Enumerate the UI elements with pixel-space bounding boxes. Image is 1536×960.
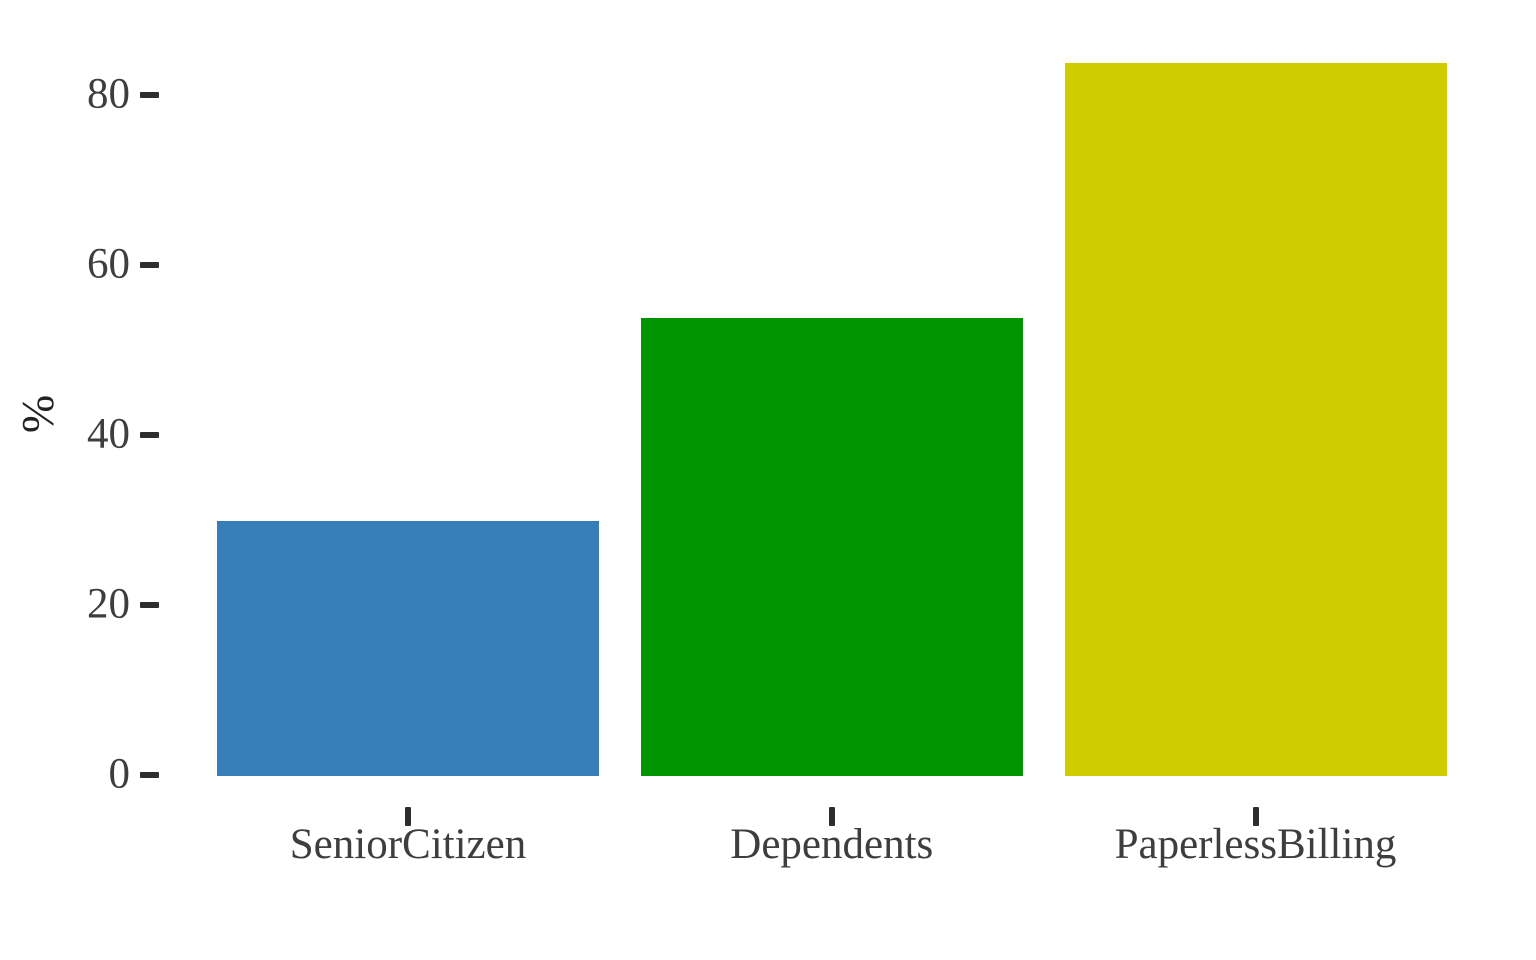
x-label-dependents: Dependents <box>730 821 934 868</box>
x-tick-mark-seniorcitizen <box>405 807 411 826</box>
y-tick-label-60: 60 <box>87 240 130 288</box>
x-tick-mark-paperlessbilling <box>1252 807 1259 826</box>
bar-seniorcitizen <box>217 521 599 776</box>
y-tick-label-0: 0 <box>108 750 131 798</box>
y-tick-mark-40 <box>140 431 159 438</box>
bar-paperlessbilling <box>1064 62 1447 776</box>
y-tick-mark-0 <box>140 771 159 778</box>
y-tick-label-80: 80 <box>87 70 130 118</box>
x-label-seniorcitizen: SeniorCitizen <box>289 821 527 868</box>
y-tick-mark-80 <box>140 91 159 98</box>
y-tick-label-40: 40 <box>87 410 130 458</box>
y-tick-label-20: 20 <box>87 580 130 628</box>
x-label-paperlessbilling: PaperlessBilling <box>1114 821 1397 868</box>
x-tick-mark-dependents <box>828 807 835 826</box>
bar-dependents <box>640 317 1023 776</box>
y-axis-title: % <box>12 394 63 434</box>
y-tick-mark-20 <box>140 601 159 608</box>
y-tick-mark-60 <box>140 261 159 268</box>
